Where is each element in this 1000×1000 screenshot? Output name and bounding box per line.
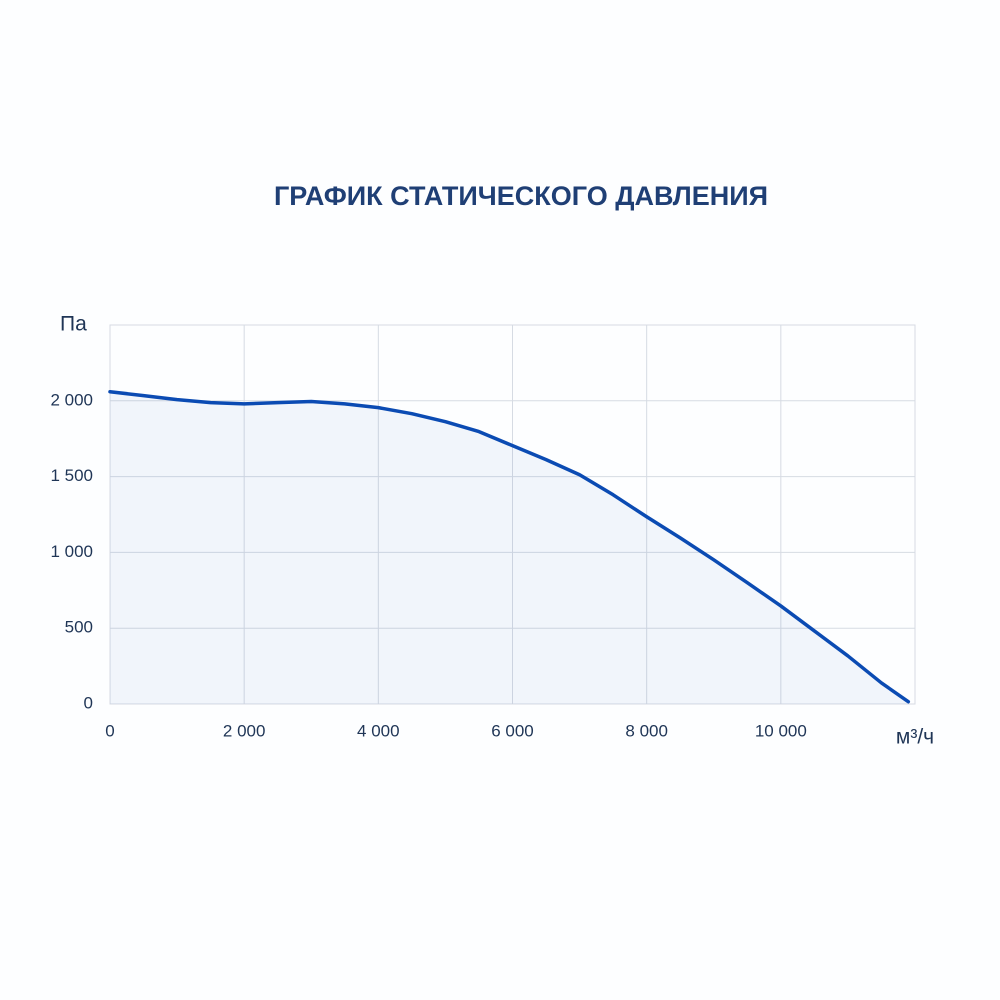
x-tick-label: 10 000 <box>755 721 807 740</box>
y-axis-label: Па <box>60 313 87 336</box>
y-tick-label: 1 000 <box>50 542 93 561</box>
x-tick-label: 8 000 <box>625 721 668 740</box>
y-tick-label: 0 <box>84 693 93 712</box>
y-tick-label: 500 <box>65 618 93 637</box>
y-tick-label: 1 500 <box>50 466 93 485</box>
x-tick-label: 6 000 <box>491 721 534 740</box>
y-tick-label: 2 000 <box>50 390 93 409</box>
x-tick-label: 0 <box>105 721 114 740</box>
area-fill <box>110 391 909 704</box>
x-tick-label: 2 000 <box>223 721 266 740</box>
x-tick-label: 4 000 <box>357 721 400 740</box>
line <box>108 389 911 704</box>
chart-title: ГРАФИК СТАТИЧЕСКОГО ДАВЛЕНИЯ <box>274 181 768 211</box>
x-axis-label: м³/ч <box>896 726 934 749</box>
